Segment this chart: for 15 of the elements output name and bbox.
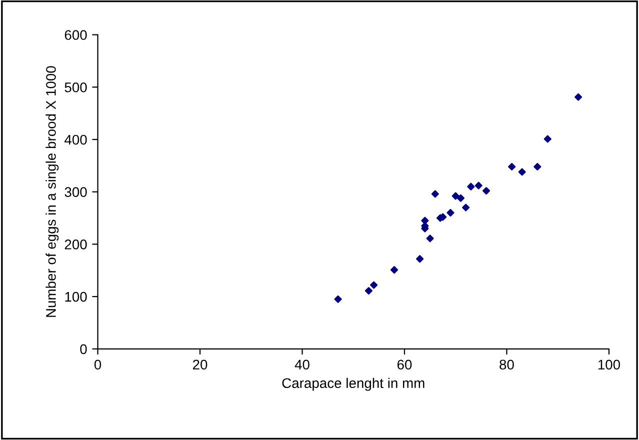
x-tick-label: 20	[192, 360, 208, 370]
y-axis-title: Number of eggs in a single brood X 1000	[46, 66, 59, 317]
y-tick-label: 0	[80, 344, 87, 354]
y-tick-label: 300	[64, 187, 87, 198]
y-tick-label: 500	[64, 82, 87, 92]
x-axis-title: Carapace lenght in mm	[282, 378, 424, 391]
y-tick-label: 200	[64, 240, 87, 250]
x-tick-label: 40	[294, 360, 310, 370]
y-tick-label: 600	[64, 30, 87, 40]
x-tick-label: 0	[94, 360, 102, 370]
y-tick-label: 100	[65, 292, 87, 302]
x-tick-label: 60	[397, 360, 412, 370]
x-tick-label: 80	[500, 360, 514, 370]
x-tick-label: 100	[598, 360, 620, 370]
y-tick-label: 400	[64, 134, 87, 145]
